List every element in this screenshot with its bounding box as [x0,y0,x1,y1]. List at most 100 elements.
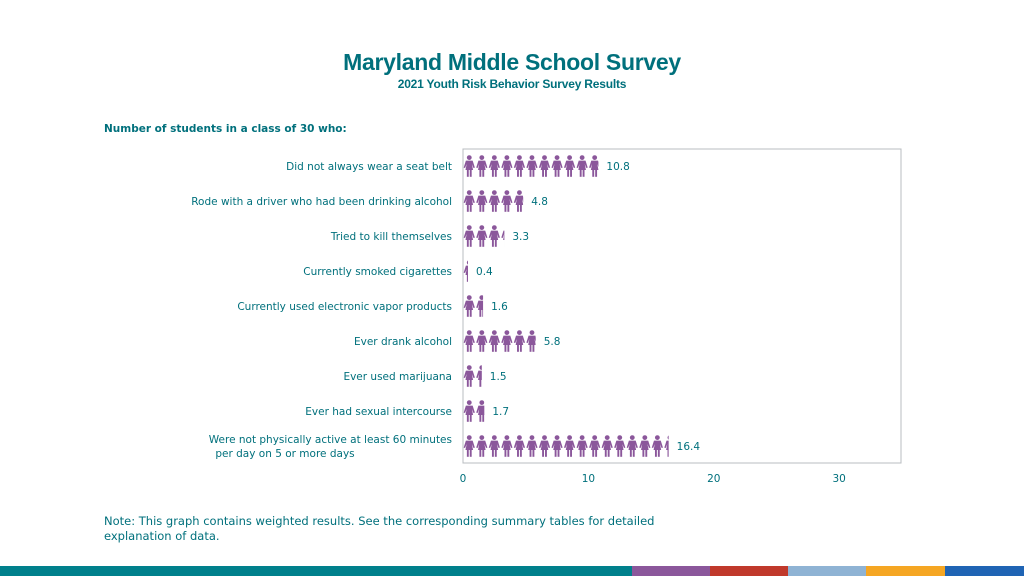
category-label: Currently used electronic vapor products [237,301,452,313]
page-subtitle: 2021 Youth Risk Behavior Survey Results [397,77,627,91]
page-title: Maryland Middle School Survey [343,49,681,75]
person-mark [463,400,475,422]
person-mark [551,435,563,457]
person-mark [538,155,551,177]
person-mark [476,330,488,352]
category-label: Rode with a driver who had been drinking… [191,196,452,208]
person-mark [463,365,475,387]
person-mark [476,435,488,457]
value-label: 1.6 [491,301,508,313]
category-label: Currently smoked cigarettes [303,266,452,278]
person-mark [513,330,526,352]
category-label: Ever drank alcohol [354,336,452,348]
x-tick-label: 0 [460,473,467,485]
pictogram-row [463,400,485,422]
pictogram-row [463,295,484,317]
footer-segment-lightblue [788,566,866,576]
person-icon-group [463,260,469,282]
person-mark [476,295,484,317]
person-mark [589,435,601,457]
person-mark [488,225,500,247]
value-label: 5.8 [544,336,561,348]
pictogram-row [463,155,599,177]
person-mark [476,155,488,177]
pictogram-row [463,225,505,247]
person-mark [476,225,488,247]
value-label: 4.8 [531,196,548,208]
person-mark [551,155,563,177]
footer-segment-blue [945,566,1024,576]
x-tick-label: 30 [833,473,846,485]
person-mark [488,435,500,457]
person-mark [463,260,469,282]
person-icon-group [463,155,599,177]
footer-segment-purple [632,566,710,576]
person-mark [538,435,551,457]
person-mark [626,435,638,457]
person-mark [664,435,669,457]
value-label: 10.8 [606,161,629,173]
footer-segment-red [710,566,788,576]
person-mark [501,330,513,352]
person-icon-group [463,365,482,387]
footer-color-bar [0,566,1024,576]
person-mark [526,155,538,177]
person-mark [513,190,524,212]
pictogram-row [463,330,536,352]
person-mark [501,435,513,457]
person-mark [501,155,513,177]
person-mark [589,155,599,177]
person-mark [526,435,538,457]
person-icon-group [463,330,536,352]
footer-segment-teal [0,566,632,576]
plot-frame [462,148,902,464]
person-mark [526,330,536,352]
x-tick-label: 10 [582,473,595,485]
person-mark [576,155,588,177]
x-tick-label: 20 [707,473,720,485]
person-mark [614,435,626,457]
person-mark [488,190,500,212]
person-mark [463,225,475,247]
person-mark [513,155,526,177]
person-mark [463,435,475,457]
value-label: 1.7 [492,406,509,418]
person-mark [488,155,500,177]
value-label: 3.3 [512,231,529,243]
person-mark [463,295,475,317]
pictogram-row [463,365,482,387]
pictogram-chart: 10.8 Did not always wear a seat belt 4.8 Ro… [191,148,902,485]
footnote: Note: This graph contains weighted resul… [104,514,655,543]
person-mark [463,155,475,177]
person-mark [476,400,485,422]
value-label: 16.4 [677,441,701,453]
person-icon-group [463,295,484,317]
pictogram-row [463,435,669,457]
value-label: 0.4 [476,266,493,278]
person-mark [476,365,482,387]
person-mark [463,190,475,212]
person-mark [501,190,513,212]
category-label: Tried to kill themselves [330,231,452,243]
person-mark [513,435,526,457]
person-mark [563,435,576,457]
category-label: Did not always wear a seat belt [286,161,452,173]
person-mark [601,435,613,457]
person-mark [488,330,500,352]
person-icon-group [463,190,524,212]
category-label: Were not physically active at least 60 m… [209,434,452,446]
person-mark [651,435,663,457]
category-label: per day on 5 or more days [215,448,354,460]
person-mark [476,190,488,212]
category-label: Ever had sexual intercourse [305,406,452,418]
person-icon-group [463,400,485,422]
person-mark [576,435,588,457]
section-label: Number of students in a class of 30 who: [104,123,347,135]
pictogram-row [463,190,524,212]
person-icon-group [463,435,669,457]
person-icon-group [463,225,505,247]
footer-segment-orange [866,566,945,576]
person-mark [563,155,576,177]
person-mark [463,330,475,352]
category-label: Ever used marijuana [343,371,452,383]
